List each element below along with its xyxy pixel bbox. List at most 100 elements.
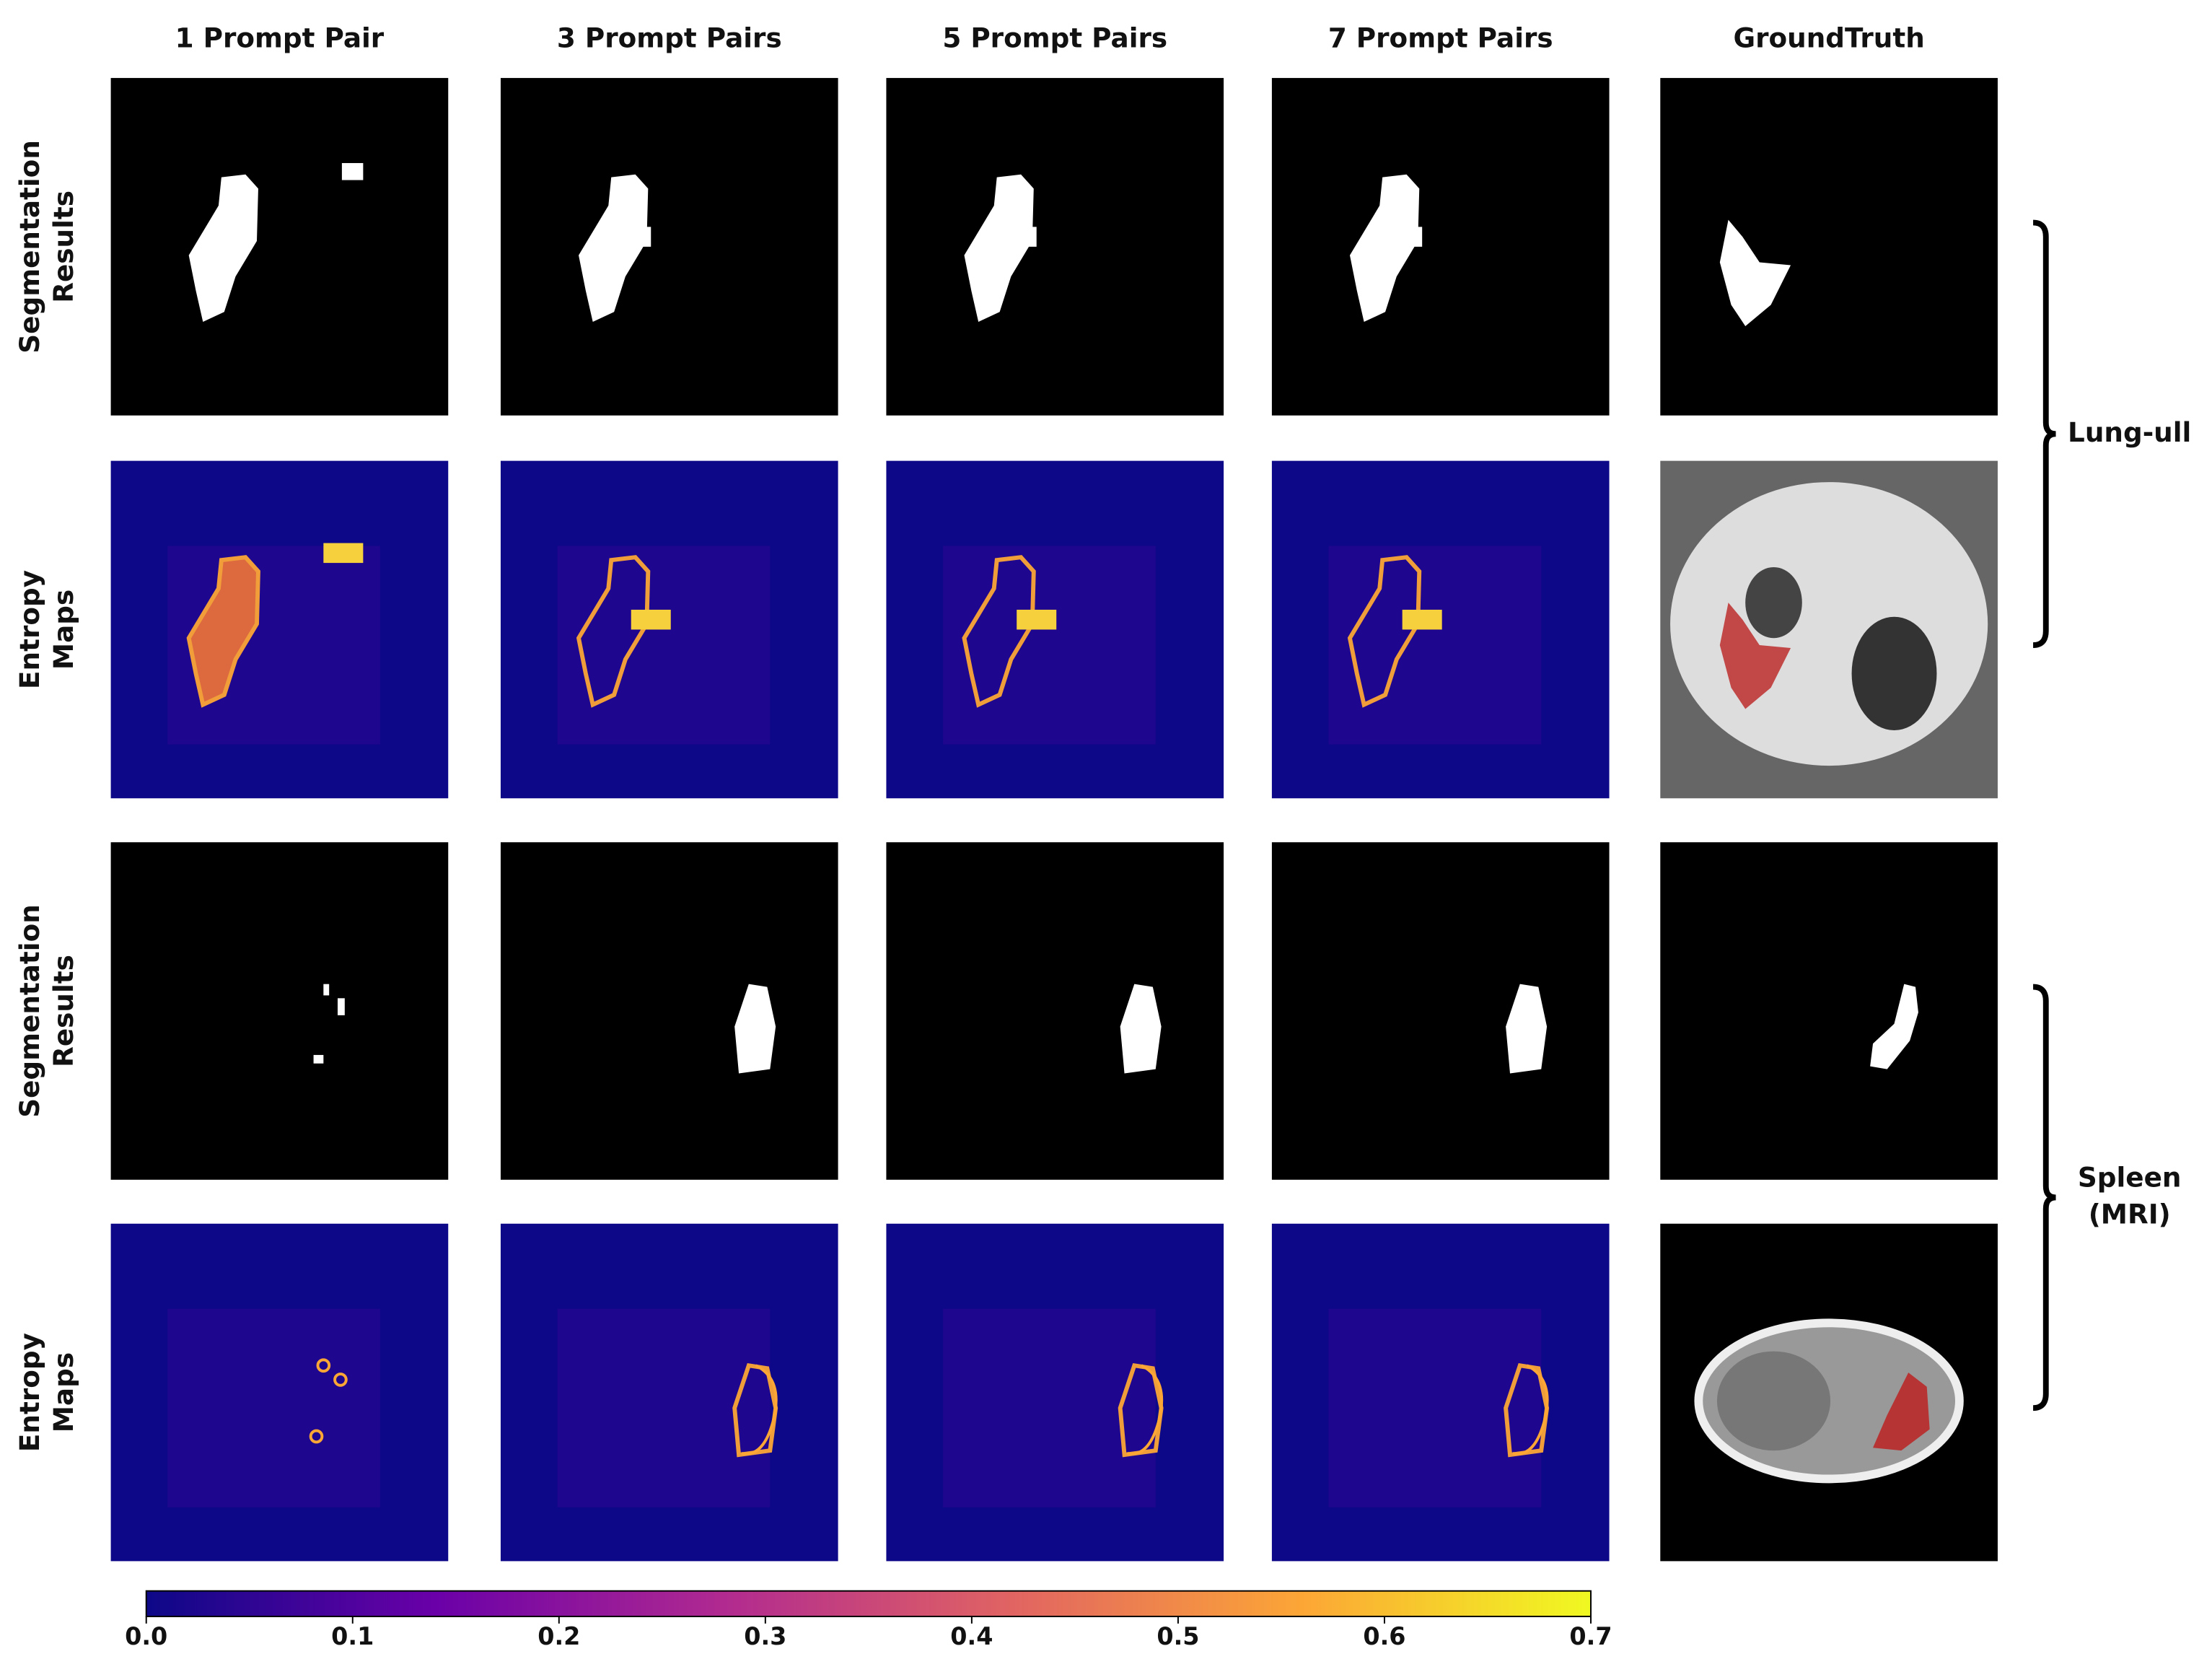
colorbar [145, 1590, 1592, 1618]
mask [1402, 227, 1423, 247]
row-label: Segmentation [14, 904, 45, 1118]
colorbar-tick-label: 0.5 [1157, 1622, 1199, 1650]
image-background [1271, 842, 1610, 1180]
bracket [2032, 984, 2056, 1411]
mask [1349, 174, 1420, 323]
mask [631, 227, 651, 247]
image-background [110, 78, 449, 416]
mask [1120, 984, 1162, 1074]
column-title: 7 Prompt Pairs [1328, 22, 1553, 54]
uncertainty-edge [962, 555, 1036, 708]
uncertain-region [943, 546, 1156, 745]
segmentation-image [1660, 78, 1998, 416]
uncertain-region [1328, 546, 1542, 745]
segmentation-image [886, 842, 1224, 1180]
mask [1506, 984, 1548, 1074]
image-background [500, 78, 838, 416]
lung [1745, 566, 1802, 639]
entropy-image [1271, 1223, 1610, 1562]
uncertainty-patch [1402, 609, 1442, 630]
group-label: Lung-ull [2068, 416, 2191, 448]
segmentation-image [110, 78, 449, 416]
overlay-image [1660, 460, 1998, 799]
group-label: (MRI) [2089, 1198, 2171, 1230]
column-title: GroundTruth [1733, 22, 1924, 54]
uncertainty-edge [1118, 1362, 1164, 1458]
image-background [1660, 842, 1998, 1180]
column-title: 3 Prompt Pairs [557, 22, 782, 54]
segmentation-image [1660, 842, 1998, 1180]
gt-overlay [1873, 1373, 1930, 1451]
group-label: Spleen [2078, 1161, 2182, 1193]
mask [337, 998, 345, 1015]
mask [341, 162, 364, 180]
uncertain-region [943, 1308, 1156, 1507]
entropy-image [110, 1223, 449, 1562]
uncertainty-edge [741, 1364, 778, 1456]
entropy-image [500, 1223, 838, 1562]
colorbar-tick-label: 0.1 [331, 1622, 374, 1650]
mask [579, 174, 649, 323]
colorbar-tick-label: 0.2 [537, 1622, 580, 1650]
entropy-image [886, 460, 1224, 799]
colorbar-tick-label: 0.0 [125, 1622, 167, 1650]
colorbar-tick-label: 0.3 [744, 1622, 786, 1650]
image-background [110, 842, 449, 1180]
overlay-image [1660, 1223, 1998, 1562]
image-background [1660, 78, 1998, 416]
body [1670, 482, 1988, 766]
row-label: Entropy [14, 1333, 45, 1452]
row-label: Results [48, 191, 79, 303]
entropy-image [886, 1223, 1224, 1562]
row-label: Entropy [14, 570, 45, 689]
entropy-image [500, 460, 838, 799]
row-label: Results [48, 955, 79, 1067]
bracket [2032, 219, 2056, 648]
image-background [886, 78, 1224, 416]
uncertainty-edge [1347, 555, 1422, 708]
uncertain-region [1328, 1308, 1542, 1507]
uncertain-region [557, 546, 771, 745]
mask [188, 174, 258, 323]
uncertainty-edge [732, 1362, 778, 1458]
uncertainty-patch [323, 543, 364, 564]
uncertainty-edge [316, 1358, 331, 1373]
uncertain-region [167, 1308, 380, 1507]
mask [1719, 219, 1791, 326]
image-background [886, 842, 1224, 1180]
mask [313, 1054, 324, 1064]
uncertainty-edge [1127, 1364, 1164, 1456]
mask [323, 984, 330, 996]
uncertainty-patch [631, 609, 671, 630]
segmentation-image [500, 842, 838, 1180]
uncertainty-edge [1504, 1362, 1550, 1458]
row-label: Segmentation [14, 140, 45, 354]
column-title: 5 Prompt Pairs [942, 22, 1167, 54]
segmentation-image [1271, 78, 1610, 416]
mask [1017, 227, 1037, 247]
uncertainty-edge [309, 1429, 324, 1444]
colorbar-tick-label: 0.7 [1569, 1622, 1612, 1650]
row-label: Maps [48, 1352, 79, 1432]
image-background [500, 842, 838, 1180]
uncertain-region [557, 1308, 771, 1507]
uncertainty-patch [1017, 609, 1057, 630]
row-label: Maps [48, 590, 79, 670]
uncertainty-edge [186, 555, 260, 708]
gt-overlay [1719, 603, 1791, 709]
organ [1716, 1351, 1831, 1451]
entropy-image [110, 460, 449, 799]
segmentation-image [500, 78, 838, 416]
segmentation-image [1271, 842, 1610, 1180]
uncertainty-edge [1512, 1364, 1549, 1456]
image-background [1271, 78, 1610, 416]
uncertainty-edge [576, 555, 651, 708]
column-title: 1 Prompt Pair [175, 22, 385, 54]
lung [1851, 616, 1937, 730]
colorbar-tick-label: 0.6 [1363, 1622, 1405, 1650]
colorbar-tick-label: 0.4 [950, 1622, 993, 1650]
entropy-image [1271, 460, 1610, 799]
mask [1870, 984, 1918, 1069]
uncertainty-edge [333, 1373, 348, 1387]
